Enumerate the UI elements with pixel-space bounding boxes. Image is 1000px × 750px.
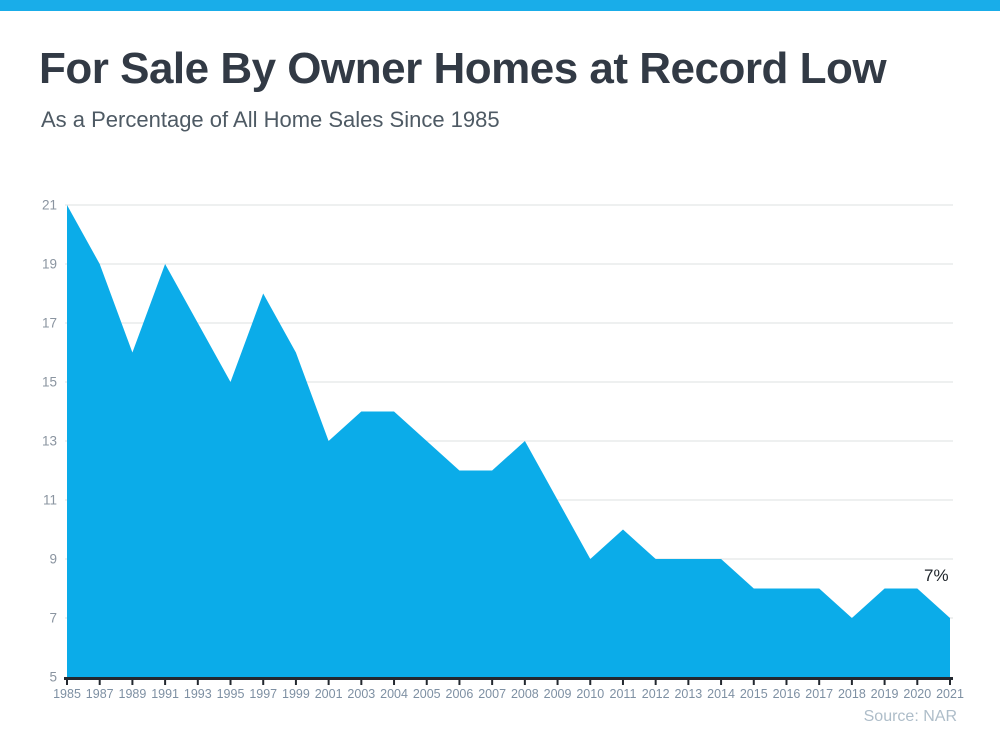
x-tick-label: 2012: [642, 687, 670, 701]
x-tick-label: 2001: [315, 687, 343, 701]
x-tick-label: 1991: [151, 687, 179, 701]
y-tick-label: 15: [42, 375, 57, 390]
x-tick-label: 1999: [282, 687, 310, 701]
x-tick-label: 2018: [838, 687, 866, 701]
y-tick-label: 9: [49, 552, 57, 567]
x-tick-label: 2011: [610, 687, 637, 701]
y-tick-label: 19: [42, 257, 57, 272]
x-tick-label: 1989: [119, 687, 147, 701]
chart-title: For Sale By Owner Homes at Record Low: [39, 44, 887, 93]
x-tick-label: 1993: [184, 687, 212, 701]
area-series: [67, 205, 950, 677]
x-tick-label: 2005: [413, 687, 441, 701]
source-note: Source: NAR: [863, 708, 957, 725]
x-tick-label: 2014: [707, 687, 735, 701]
x-tick-label: 2020: [903, 687, 931, 701]
y-tick-label: 17: [42, 316, 57, 331]
x-tick-label: 2021: [936, 687, 964, 701]
top-accent-bar: [0, 0, 1000, 11]
y-tick-label: 13: [42, 434, 57, 449]
x-tick-label: 2009: [544, 687, 572, 701]
x-tick-label: 2008: [511, 687, 539, 701]
chart-subtitle: As a Percentage of All Home Sales Since …: [41, 107, 500, 132]
y-tick-label: 11: [43, 493, 57, 508]
x-tick-label: 2003: [347, 687, 375, 701]
x-tick-label: 1985: [53, 687, 81, 701]
x-tick-label: 1995: [217, 687, 245, 701]
x-tick-label: 2016: [773, 687, 801, 701]
x-tick-label: 2019: [871, 687, 899, 701]
x-tick-label: 2006: [446, 687, 474, 701]
y-tick-label: 5: [49, 670, 57, 685]
x-tick-label: 1997: [249, 687, 277, 701]
y-tick-label: 7: [49, 611, 57, 626]
x-tick-label: 2013: [674, 687, 702, 701]
x-tick-label: 2010: [576, 687, 604, 701]
x-tick-label: 2017: [805, 687, 833, 701]
x-tick-label: 1987: [86, 687, 114, 701]
x-tick-label: 2004: [380, 687, 408, 701]
y-tick-label: 21: [42, 198, 57, 213]
x-tick-label: 2007: [478, 687, 506, 701]
x-tick-label: 2015: [740, 687, 768, 701]
last-value-annotation: 7%: [924, 566, 949, 585]
